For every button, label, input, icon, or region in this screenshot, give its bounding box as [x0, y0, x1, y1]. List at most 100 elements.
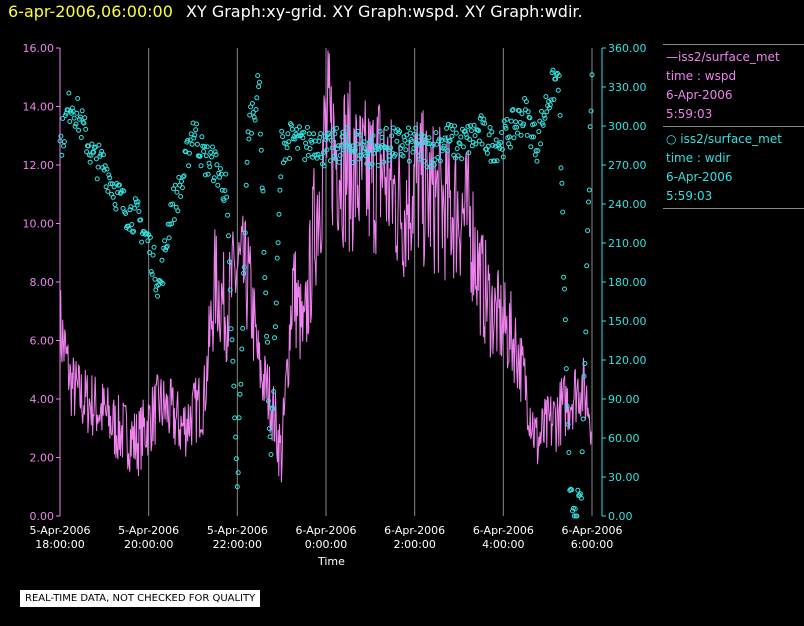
wdir-point — [160, 281, 166, 286]
wdir-point — [421, 133, 426, 139]
left-tick-label: 10.00 — [23, 218, 55, 231]
wdir-point — [562, 286, 567, 292]
wdir-point — [585, 228, 591, 234]
wspd-line — [59, 50, 592, 483]
wdir-point — [209, 154, 215, 160]
left-tick-label: 8.00 — [30, 276, 55, 289]
wdir-point — [334, 125, 340, 131]
legend-entry-wspd: —iss2/surface_met time : wspd 6-Apr-2006… — [663, 44, 804, 126]
wdir-point — [106, 172, 112, 178]
right-tick-label: 210.00 — [608, 237, 647, 250]
wdir-point — [538, 141, 544, 147]
legend: —iss2/surface_met time : wspd 6-Apr-2006… — [663, 44, 804, 209]
wdir-point — [218, 166, 223, 172]
x-tick-date: 5-Apr-2006 — [118, 524, 179, 537]
wdir-point — [337, 152, 343, 158]
wdir-point — [543, 94, 549, 100]
legend-wspd-name: —iss2/surface_met — [666, 50, 780, 64]
wdir-point — [243, 182, 249, 188]
wdir-point — [130, 229, 136, 235]
wdir-point — [250, 109, 256, 115]
wdir-point — [247, 112, 253, 118]
wdir-point — [239, 346, 245, 352]
wdir-point — [197, 153, 203, 159]
right-tick-label: 120.00 — [608, 354, 647, 367]
left-tick-label: 12.00 — [23, 159, 55, 172]
wdir-point — [515, 130, 520, 136]
wdir-point — [521, 121, 527, 127]
wdir-point — [185, 137, 191, 143]
wdir-point — [357, 152, 363, 158]
wdir-point — [532, 152, 538, 158]
wdir-point — [286, 139, 292, 145]
right-tick-label: 90.00 — [608, 393, 640, 406]
wdir-point — [162, 238, 168, 244]
wdir-point — [341, 147, 347, 153]
wdir-point — [251, 114, 257, 120]
wdir-point — [524, 132, 530, 138]
wdir-point — [379, 134, 385, 140]
wdir-point — [518, 132, 524, 138]
wdir-point — [73, 121, 79, 127]
wdir-point — [392, 151, 398, 157]
wdir-point — [569, 487, 575, 493]
wdir-point — [77, 114, 83, 120]
wdir-point — [181, 173, 187, 179]
plot-axes: 5-Apr-2006 18:00:005-Apr-2006 20:00:005-Ap… — [23, 42, 647, 551]
wdir-point — [305, 152, 311, 158]
wdir-point — [472, 133, 478, 139]
wdir-point — [476, 128, 481, 134]
wdir-point — [98, 151, 104, 157]
wdir-point — [354, 141, 360, 147]
wdir-point — [202, 144, 207, 150]
left-tick-label: 6.00 — [30, 335, 55, 348]
wdir-point — [406, 158, 412, 164]
wdir-point — [290, 136, 296, 142]
wdir-point — [105, 188, 111, 194]
wdir-point — [295, 145, 301, 151]
wdir-point — [262, 275, 268, 281]
wdir-point — [80, 119, 86, 125]
wdir-point — [511, 135, 517, 141]
wdir-point — [65, 107, 71, 113]
wdir-point — [482, 120, 488, 126]
wdir-point — [149, 271, 155, 277]
wdir-point — [399, 143, 405, 149]
wdir-point — [499, 130, 505, 135]
wdir-point — [449, 133, 455, 139]
wdir-point — [539, 108, 544, 114]
wdir-point — [91, 149, 97, 155]
wdir-point — [296, 124, 302, 130]
wdir-point — [199, 134, 205, 140]
wdir-point — [215, 182, 221, 188]
wdir-point — [228, 326, 234, 332]
wdir-point — [272, 335, 278, 341]
wdir-point — [324, 147, 330, 153]
wdir-point — [304, 124, 310, 130]
wdir-point — [574, 513, 580, 519]
wdir-point — [244, 159, 250, 165]
right-tick-label: 150.00 — [608, 315, 647, 328]
wdir-point — [249, 101, 255, 106]
wdir-point — [560, 209, 566, 215]
wdir-point — [531, 134, 536, 140]
legend-wdir-name: ○ iss2/surface_met — [666, 132, 782, 146]
wdir-point — [536, 129, 542, 135]
wdir-point — [528, 144, 534, 150]
wdir-point — [586, 187, 592, 193]
wdir-series — [57, 67, 595, 519]
x-tick-label: 6-Apr-2006 6:00:00 — [561, 524, 622, 551]
wdir-point — [318, 131, 324, 137]
wdir-point — [381, 159, 387, 165]
wdir-point — [241, 270, 246, 276]
right-tick-label: 180.00 — [608, 276, 647, 289]
wdir-point — [584, 263, 590, 269]
wdir-point — [221, 198, 227, 203]
wdir-point — [375, 162, 381, 168]
wdir-point — [370, 133, 376, 139]
wdir-point — [84, 149, 90, 155]
wdir-point — [284, 145, 290, 151]
wdir-point — [564, 403, 570, 409]
wdir-point — [352, 147, 358, 153]
